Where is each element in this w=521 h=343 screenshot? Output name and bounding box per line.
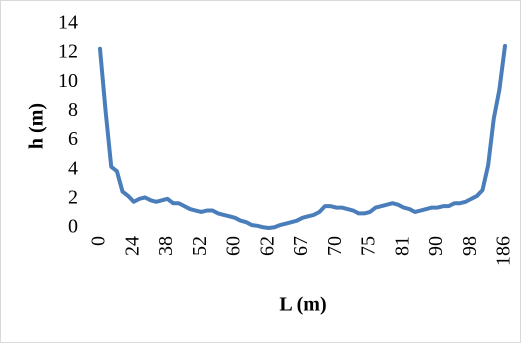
y-tick-label: 14 bbox=[58, 12, 78, 34]
x-tick-label: 70 bbox=[324, 236, 346, 256]
x-axis-label: L (m) bbox=[279, 294, 326, 316]
x-tick-label: 75 bbox=[358, 236, 380, 256]
y-tick-label: 2 bbox=[68, 186, 78, 208]
y-axis-label: h (m) bbox=[26, 103, 48, 149]
y-tick-label: 8 bbox=[68, 99, 78, 121]
x-tick-label: 60 bbox=[223, 236, 245, 256]
x-tick-label: 24 bbox=[121, 236, 143, 256]
data-line bbox=[98, 43, 507, 230]
y-tick-label: 6 bbox=[68, 128, 78, 150]
x-tick-label: 38 bbox=[155, 236, 177, 256]
y-tick-label: 4 bbox=[68, 157, 78, 179]
x-tick-label: 186 bbox=[493, 236, 515, 266]
x-tick-label: 0 bbox=[88, 236, 110, 246]
x-tick-label: 62 bbox=[256, 236, 278, 256]
y-tick-label: 0 bbox=[68, 216, 78, 238]
y-tick-label: 10 bbox=[58, 70, 78, 92]
x-tick-label: 98 bbox=[459, 236, 481, 256]
x-tick-label: 90 bbox=[425, 236, 447, 256]
x-tick-label: 67 bbox=[290, 236, 312, 256]
x-tick-label: 52 bbox=[189, 236, 211, 256]
y-tick-label: 12 bbox=[58, 41, 78, 63]
x-tick-label: 81 bbox=[391, 236, 413, 256]
